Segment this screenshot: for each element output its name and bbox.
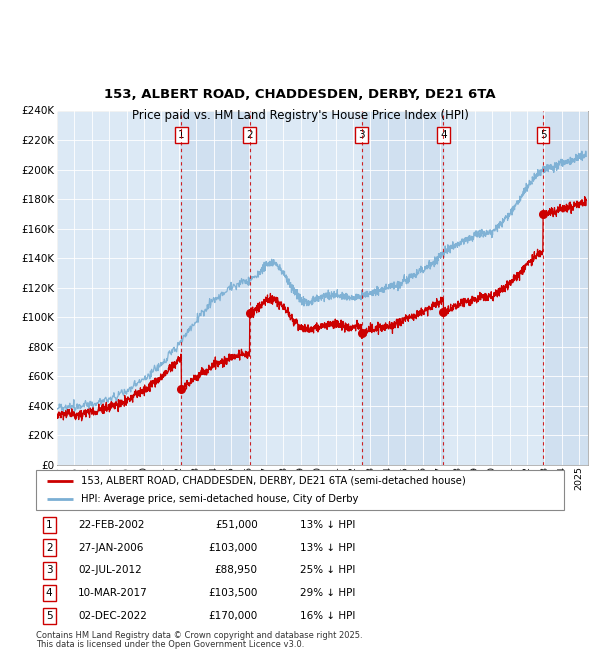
Text: 25% ↓ HPI: 25% ↓ HPI	[300, 566, 355, 575]
Text: 2: 2	[247, 130, 253, 140]
Text: £170,000: £170,000	[209, 611, 258, 621]
Text: 10-MAR-2017: 10-MAR-2017	[78, 588, 148, 598]
Text: 16% ↓ HPI: 16% ↓ HPI	[300, 611, 355, 621]
Text: £103,000: £103,000	[209, 543, 258, 552]
Text: 02-DEC-2022: 02-DEC-2022	[78, 611, 147, 621]
Text: Contains HM Land Registry data © Crown copyright and database right 2025.: Contains HM Land Registry data © Crown c…	[36, 630, 362, 640]
Text: 2: 2	[46, 543, 53, 552]
Text: 27-JAN-2006: 27-JAN-2006	[78, 543, 143, 552]
Text: Price paid vs. HM Land Registry's House Price Index (HPI): Price paid vs. HM Land Registry's House …	[131, 109, 469, 122]
Text: 29% ↓ HPI: 29% ↓ HPI	[300, 588, 355, 598]
Bar	[362, 111, 443, 465]
Text: HPI: Average price, semi-detached house, City of Derby: HPI: Average price, semi-detached house,…	[81, 495, 358, 504]
Text: £51,000: £51,000	[215, 520, 258, 530]
Text: 153, ALBERT ROAD, CHADDESDEN, DERBY, DE21 6TA: 153, ALBERT ROAD, CHADDESDEN, DERBY, DE2…	[104, 88, 496, 101]
Text: This data is licensed under the Open Government Licence v3.0.: This data is licensed under the Open Gov…	[36, 640, 304, 649]
Text: 1: 1	[178, 130, 185, 140]
Text: 5: 5	[540, 130, 547, 140]
Text: £103,500: £103,500	[208, 588, 258, 598]
Text: 22-FEB-2002: 22-FEB-2002	[78, 520, 145, 530]
Text: 4: 4	[440, 130, 446, 140]
Text: 02-JUL-2012: 02-JUL-2012	[78, 566, 142, 575]
Text: 5: 5	[46, 611, 53, 621]
Text: 153, ALBERT ROAD, CHADDESDEN, DERBY, DE21 6TA (semi-detached house): 153, ALBERT ROAD, CHADDESDEN, DERBY, DE2…	[81, 476, 466, 486]
Text: 13% ↓ HPI: 13% ↓ HPI	[300, 520, 355, 530]
FancyBboxPatch shape	[36, 470, 564, 510]
Text: 3: 3	[358, 130, 365, 140]
Text: 3: 3	[46, 566, 53, 575]
Text: £88,950: £88,950	[215, 566, 258, 575]
Text: 4: 4	[46, 588, 53, 598]
Text: 13% ↓ HPI: 13% ↓ HPI	[300, 543, 355, 552]
Bar	[543, 111, 588, 465]
Text: 1: 1	[46, 520, 53, 530]
Bar	[181, 111, 250, 465]
